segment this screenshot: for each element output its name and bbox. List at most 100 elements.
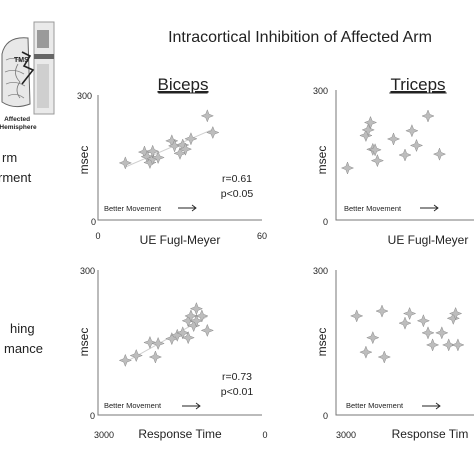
data-point — [118, 353, 133, 368]
y-tick-label: 300 — [80, 266, 95, 276]
left-label-3: hing — [10, 321, 35, 336]
figure-title: Intracortical Inhibition of Affected Arm — [168, 29, 432, 46]
chart-title: Biceps — [157, 75, 208, 94]
data-point — [361, 123, 375, 137]
better-movement-annotation: Better Movement — [346, 401, 404, 410]
hemisphere-label-line1: Affected — [4, 116, 30, 123]
hemisphere-label-line2: Hemisphere — [0, 124, 37, 131]
data-point — [398, 316, 412, 330]
right-arrow-icon — [182, 402, 201, 410]
scatter-chart-1: Biceps msec 0 300 0 60 UE Fugl-Meyer Better Mov… — [77, 75, 267, 247]
data-point — [359, 345, 373, 359]
tms-coil-icon — [21, 51, 35, 85]
right-arrow-icon — [178, 204, 197, 212]
data-point — [421, 109, 435, 123]
data-point — [118, 156, 133, 170]
data-point — [184, 309, 198, 323]
x-axis-label: Response Time — [138, 427, 222, 441]
better-movement-annotation: Better Movement — [104, 401, 162, 410]
data-point — [432, 147, 447, 161]
axes — [335, 270, 474, 416]
brain-tms-illustration: TMS Affected Hemisphere — [0, 21, 55, 131]
data-point — [398, 148, 412, 162]
right-arrow-icon — [422, 402, 441, 410]
data-point — [402, 306, 417, 321]
data-point — [370, 153, 385, 168]
y-axis-label: msec — [77, 146, 91, 175]
scatter-chart-2: Triceps msec 0 300 UE Fugl-Meyer Better Movem… — [313, 75, 474, 247]
data-point — [184, 132, 198, 146]
y-axis-label: msec — [315, 328, 329, 357]
data-point — [435, 326, 449, 340]
x-tick-label: 3000 — [336, 430, 356, 440]
data-point — [340, 161, 355, 175]
y-tick-label: 300 — [313, 86, 328, 96]
data-point — [425, 338, 440, 352]
data-point — [421, 326, 435, 340]
x-tick-label: 60 — [257, 231, 267, 241]
data-point — [151, 150, 165, 165]
data-point — [165, 331, 179, 346]
axes — [97, 95, 262, 221]
data-point — [377, 350, 391, 364]
data-point — [173, 146, 187, 161]
left-label-1: rm — [2, 150, 17, 165]
data-point — [416, 314, 431, 328]
data-point — [375, 304, 389, 318]
brain-outline — [1, 37, 31, 108]
x-axis-label: UE Fugl-Meyer — [388, 233, 469, 247]
data-point — [350, 309, 364, 323]
data-point — [363, 115, 378, 130]
left-label-4: mance — [4, 341, 43, 356]
x-tick-label: 0 — [95, 231, 100, 241]
data-point — [442, 338, 456, 352]
y-axis-label: msec — [77, 328, 91, 357]
chart-title: Triceps — [390, 75, 445, 94]
data-point — [451, 338, 465, 352]
y-tick-label: 0 — [90, 411, 95, 421]
x-tick-label: 3000 — [94, 430, 114, 440]
data-point — [195, 309, 209, 323]
y-tick-label: 0 — [323, 411, 328, 421]
data-point — [151, 336, 165, 351]
data-point — [368, 143, 382, 157]
data-point — [143, 335, 157, 350]
data-point — [129, 348, 143, 363]
y-tick-label: 300 — [313, 266, 328, 276]
stats-label: p<0.05 — [221, 188, 254, 200]
x-axis-label: UE Fugl-Meyer — [140, 233, 221, 247]
data-point — [200, 323, 215, 338]
x-axis-label: Response Tim — [392, 427, 469, 441]
data-point — [176, 326, 190, 340]
hemisphere-label: Affected Hemisphere — [0, 116, 37, 131]
trend-line — [125, 128, 213, 168]
data-point — [409, 138, 424, 153]
data-point — [148, 350, 163, 364]
y-tick-label: 0 — [323, 217, 328, 227]
y-tick-label: 300 — [77, 91, 92, 101]
axes — [97, 270, 262, 416]
right-arrow-icon — [420, 204, 439, 212]
better-movement-annotation: Better Movement — [104, 204, 162, 213]
tms-label: TMS — [14, 57, 29, 64]
data-point — [448, 306, 463, 321]
scatter-chart-3: msec 0 300 3000 0 Response Time Better Movemen… — [77, 266, 268, 441]
data-point — [405, 124, 419, 138]
data-point — [386, 132, 401, 146]
y-tick-label: 0 — [91, 217, 96, 227]
stats-label: p<0.01 — [221, 386, 254, 398]
left-label-2: rment — [0, 170, 32, 185]
data-point — [206, 125, 220, 140]
data-point — [200, 109, 215, 123]
x-tick-label: 0 — [262, 430, 267, 440]
data-point — [366, 330, 380, 345]
axes — [335, 90, 474, 221]
stats-label: r=0.73 — [222, 371, 252, 383]
data-point — [189, 314, 204, 328]
data-point — [181, 330, 195, 345]
better-movement-annotation: Better Movement — [344, 204, 402, 213]
y-axis-label: msec — [315, 146, 329, 175]
stats-label: r=0.61 — [222, 173, 252, 185]
